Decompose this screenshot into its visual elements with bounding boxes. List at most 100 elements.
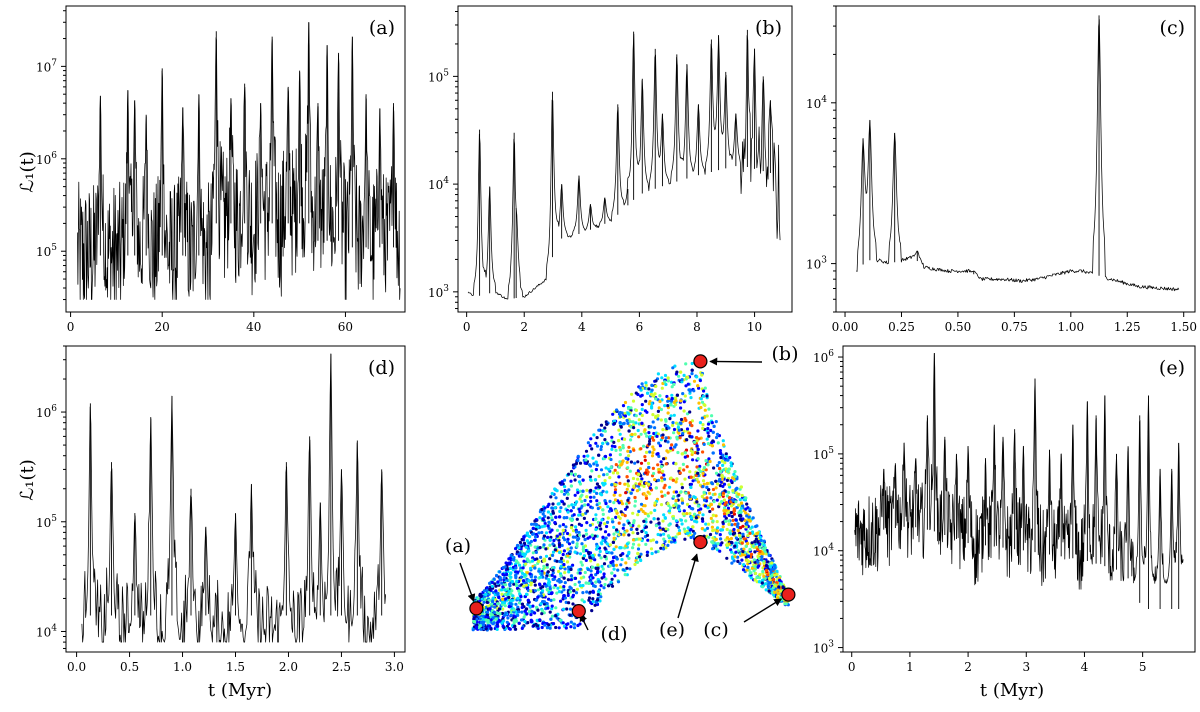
scatter-point — [680, 482, 684, 486]
scatter-point — [566, 565, 571, 569]
scatter-point — [572, 626, 577, 630]
scatter-point — [731, 518, 735, 523]
scatter-point — [726, 458, 730, 462]
scatter-point — [562, 576, 566, 580]
scatter-point — [585, 590, 589, 594]
scatter-point — [725, 527, 729, 532]
scatter-point — [501, 600, 505, 605]
scatter-point — [707, 535, 711, 539]
scatter-point — [674, 399, 678, 403]
scatter-point — [582, 516, 587, 521]
scatter-point — [484, 592, 488, 597]
scatter-point — [545, 587, 549, 592]
scatter-point — [538, 516, 542, 520]
scatter-point — [734, 550, 738, 554]
scatter-point — [711, 487, 716, 492]
scatter-point — [602, 562, 607, 566]
scatter-point — [729, 510, 733, 515]
scatter-point — [710, 481, 714, 485]
scatter-point — [730, 514, 734, 519]
scatter-point — [705, 526, 710, 531]
scatter-point — [713, 528, 717, 532]
scatter-point — [588, 590, 592, 594]
scatter-point — [739, 514, 743, 518]
scatter-point — [497, 618, 501, 623]
scatter-point — [496, 624, 500, 628]
x-tick-label: 4 — [578, 320, 586, 334]
scatter-point — [639, 461, 644, 465]
scatter-point — [685, 465, 689, 469]
scatter-point — [666, 376, 670, 380]
scatter-point — [710, 414, 714, 418]
scatter-point — [623, 507, 628, 511]
scatter-point — [557, 502, 561, 506]
scatter-point — [555, 559, 559, 563]
scatter-point — [474, 626, 479, 630]
x-tick-label: 0 — [463, 320, 471, 334]
scatter-point — [498, 576, 502, 580]
scatter-point — [581, 547, 585, 551]
scatter-point — [680, 378, 684, 382]
scatter-point — [649, 547, 654, 551]
marker-label: (a) — [445, 535, 471, 557]
scatter-point — [702, 394, 706, 398]
scatter-point — [714, 537, 718, 542]
scatter-point — [521, 552, 525, 557]
scatter-point — [597, 553, 601, 557]
scatter-point — [602, 572, 606, 576]
scatter-point — [490, 584, 494, 588]
scatter-point — [715, 529, 720, 533]
scatter-point — [686, 382, 690, 386]
scatter-point — [763, 550, 767, 554]
scatter-point — [718, 466, 722, 471]
scatter-point — [771, 586, 775, 590]
scatter-point — [609, 507, 613, 511]
scatter-point — [603, 499, 607, 503]
scatter-point — [671, 516, 676, 521]
series-line — [77, 22, 401, 300]
scatter-point — [758, 535, 763, 540]
scatter-point — [639, 507, 643, 512]
scatter-point — [630, 392, 634, 396]
scatter-point — [575, 542, 579, 546]
scatter-point — [626, 411, 630, 415]
scatter-point — [559, 599, 563, 603]
scatter-point — [717, 461, 721, 465]
scatter-point — [625, 529, 629, 533]
scatter-point — [484, 606, 488, 610]
scatter-point — [656, 452, 660, 456]
scatter-point — [684, 491, 688, 495]
scatter-point — [613, 498, 618, 502]
scatter-point — [533, 545, 537, 549]
scatter-point — [751, 516, 755, 520]
scatter-point — [553, 487, 557, 491]
scatter-point — [518, 551, 522, 555]
scatter-point — [544, 531, 549, 535]
scatter-point — [591, 597, 595, 601]
scatter-point — [569, 469, 574, 474]
scatter-point — [569, 526, 574, 530]
scatter-point — [733, 470, 737, 474]
scatter-point — [675, 370, 679, 374]
scatter-point — [727, 513, 731, 518]
scatter-point — [592, 495, 596, 499]
scatter-point — [521, 566, 525, 570]
scatter-point — [671, 421, 675, 425]
scatter-point — [674, 535, 678, 539]
scatter-point — [544, 547, 548, 551]
scatter-point — [514, 574, 518, 578]
scatter-point — [623, 411, 627, 416]
scatter-point — [770, 591, 775, 595]
scatter-point — [659, 490, 664, 494]
scatter-point — [488, 587, 492, 592]
marker-arrow — [677, 553, 699, 619]
scatter-point — [590, 447, 594, 451]
scatter-point — [577, 537, 581, 541]
scatter-point — [546, 625, 550, 629]
scatter-point — [609, 580, 613, 584]
scatter-point — [685, 412, 690, 416]
scatter-point — [712, 466, 716, 470]
scatter-point — [695, 436, 699, 440]
x-tick-label: 1.5 — [226, 660, 245, 674]
scatter-point — [747, 568, 751, 572]
